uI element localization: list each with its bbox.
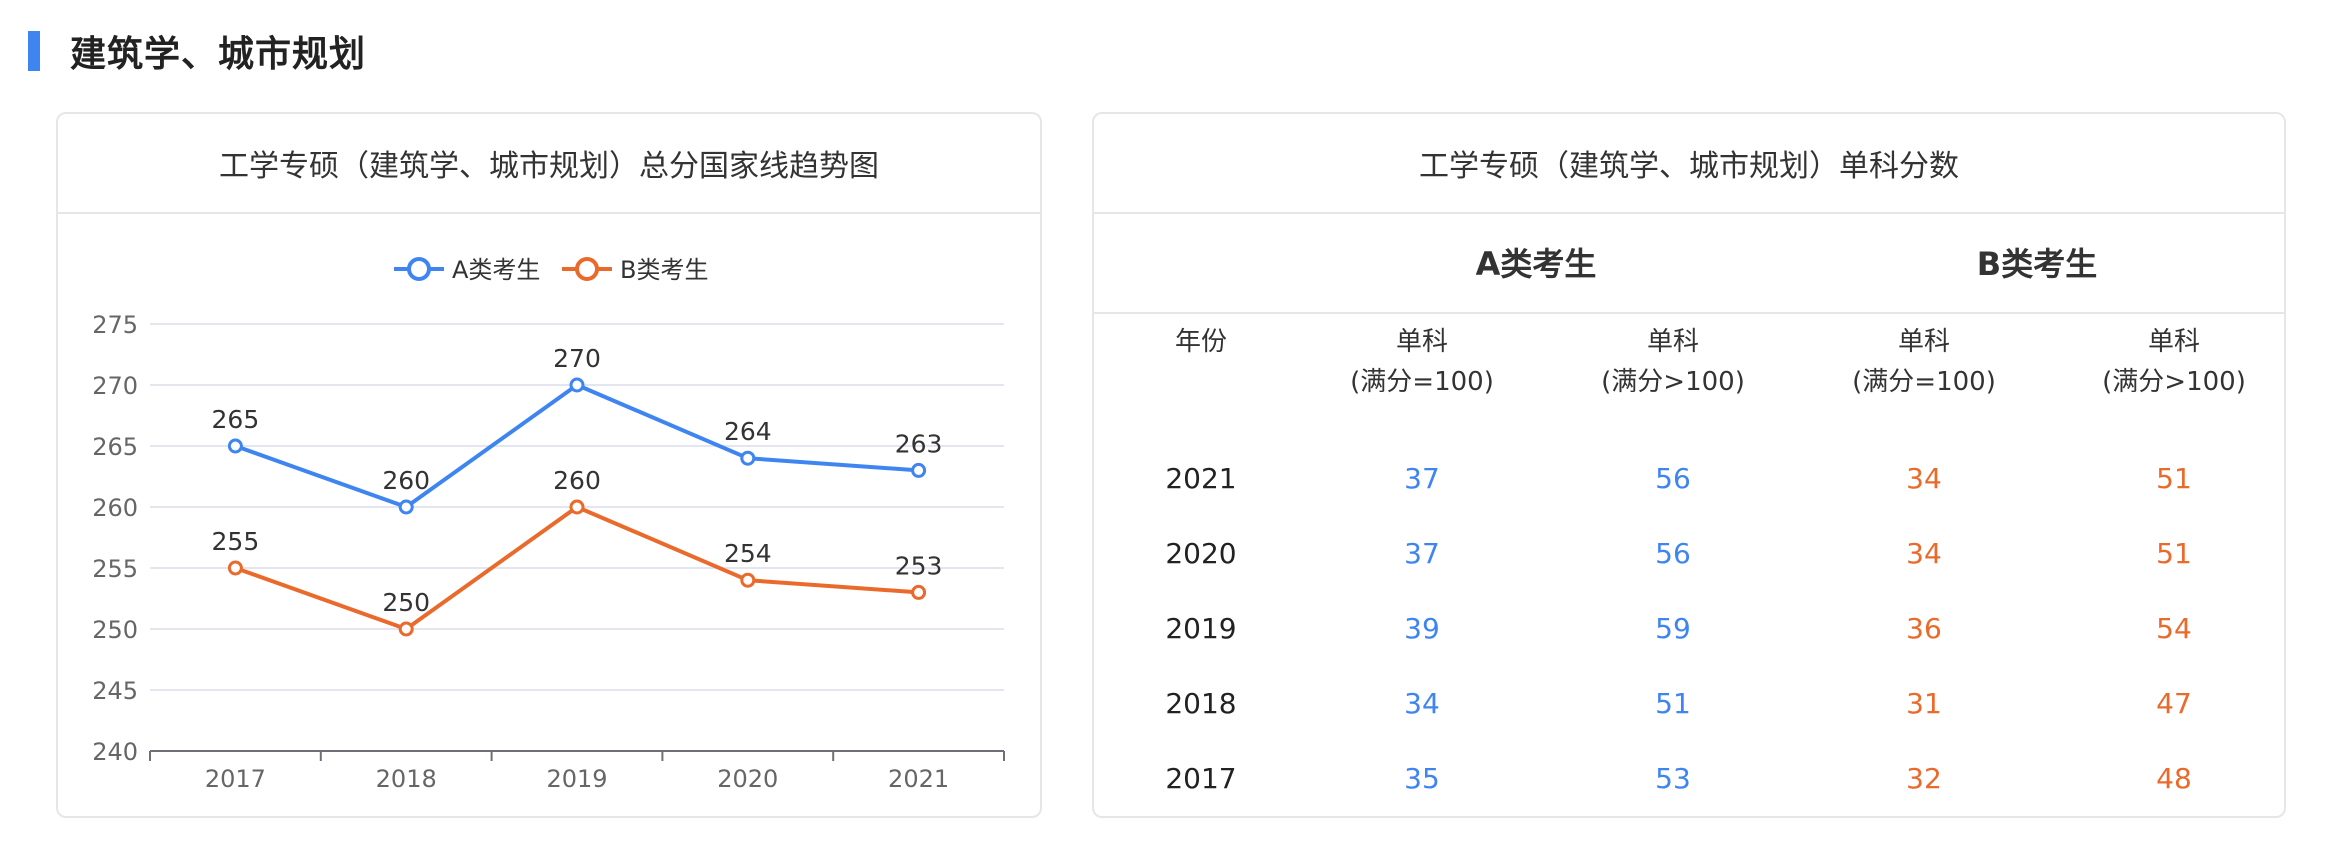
x-tick-label: 2019 [546,765,607,793]
group-b-score: 34 [1906,537,1942,570]
group-b-label: B类考生 [1976,245,2098,283]
single-subject-card: 工学专硕（建筑学、城市规划）单科分数 A类考生 B类考生 年份 单科 (满分=100… [1092,112,2286,818]
column-header-line2: (满分>100) [1601,367,1745,397]
y-tick-label: 275 [92,311,138,339]
data-label: 250 [382,588,430,617]
group-b-score: 48 [2156,762,2192,795]
group-b-score: 36 [1906,612,1942,645]
data-label: 254 [724,539,772,568]
group-a-score: 59 [1655,612,1691,645]
x-tick-label: 2020 [717,765,778,793]
row-year: 2019 [1165,612,1237,645]
y-tick-label: 250 [92,616,138,644]
group-a-score: 56 [1655,462,1691,495]
column-header-line2: (满分=100) [1852,367,1996,397]
data-label: 264 [724,417,772,446]
group-a-score: 37 [1404,462,1440,495]
x-tick-label: 2017 [205,765,266,793]
group-a-score: 35 [1404,762,1440,795]
data-point [227,438,243,454]
legend-label: B类考生 [620,256,708,284]
data-point [911,584,927,600]
section-title: 建筑学、城市规划 [70,34,367,75]
row-year: 2018 [1165,687,1237,720]
data-label: 260 [553,466,601,495]
group-b-score: 47 [2156,687,2192,720]
data-point [569,377,585,393]
y-tick-label: 240 [92,738,138,766]
data-point [227,560,243,576]
column-header-year: 年份 [1174,327,1228,357]
data-label: 253 [895,551,943,580]
data-point [398,499,414,515]
data-label: 260 [382,466,430,495]
y-tick-label: 260 [92,494,138,522]
column-header-line2: (满分=100) [1350,367,1494,397]
trend-chart-title: 工学专硕（建筑学、城市规划）总分国家线趋势图 [58,114,1040,214]
y-tick-label: 265 [92,433,138,461]
group-a-score: 51 [1655,687,1691,720]
group-b-score: 31 [1906,687,1942,720]
data-label: 265 [212,405,260,434]
data-label: 270 [553,344,601,373]
group-a-score: 34 [1404,687,1440,720]
data-point [569,499,585,515]
data-point [398,621,414,637]
trend-chart-card: 工学专硕（建筑学、城市规划）总分国家线趋势图 240 245 250 255 260 26… [56,112,1042,818]
column-header-line1: 单科 [1646,327,1700,357]
column-header-line2: (满分>100) [2102,367,2246,397]
single-subject-title: 工学专硕（建筑学、城市规划）单科分数 [1094,114,2284,214]
column-header-line1: 单科 [2147,327,2201,357]
group-a-score: 37 [1404,537,1440,570]
data-point [740,450,756,466]
group-b-score: 34 [1906,462,1942,495]
group-a-score: 39 [1404,612,1440,645]
y-tick-label: 255 [92,555,138,583]
data-point [740,572,756,588]
legend-label: A类考生 [452,256,540,284]
group-b-score: 54 [2156,612,2192,645]
row-year: 2021 [1165,462,1237,495]
row-year: 2017 [1165,762,1237,795]
group-header-row: A类考生 B类考生 [1094,214,2284,314]
y-tick-label: 245 [92,677,138,705]
legend-marker [407,257,431,281]
group-b-score: 51 [2156,537,2192,570]
group-b-score: 51 [2156,462,2192,495]
section-header: 建筑学、城市规划 [28,31,366,75]
x-tick-label: 2018 [376,765,437,793]
data-point [911,462,927,478]
group-a-score: 53 [1655,762,1691,795]
trend-line-chart: 240 245 250 255 260 265 270 275 2017 2018 2019 2020… [92,256,1005,793]
row-year: 2020 [1165,537,1237,570]
x-tick-label: 2021 [888,765,949,793]
data-label: 263 [895,429,943,458]
group-a-score: 56 [1655,537,1691,570]
data-label: 255 [212,527,260,556]
legend-marker [575,257,599,281]
section-accent-bar [28,31,40,71]
group-b-score: 32 [1906,762,1942,795]
group-a-label: A类考生 [1475,245,1597,283]
column-header-line1: 单科 [1897,327,1951,357]
y-tick-label: 270 [92,372,138,400]
column-header-line1: 单科 [1395,327,1449,357]
